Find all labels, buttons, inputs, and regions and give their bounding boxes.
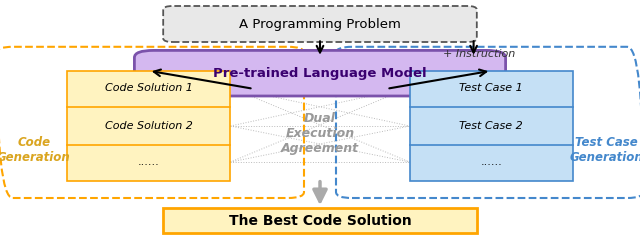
FancyBboxPatch shape xyxy=(410,71,573,181)
FancyBboxPatch shape xyxy=(163,6,477,42)
Text: Pre-trained Language Model: Pre-trained Language Model xyxy=(213,67,427,80)
Text: + Instruction: + Instruction xyxy=(443,49,515,59)
Text: Test Case 2: Test Case 2 xyxy=(460,121,523,131)
Text: ......: ...... xyxy=(481,157,502,167)
Text: The Best Code Solution: The Best Code Solution xyxy=(228,214,412,228)
Text: Test Case
Generation: Test Case Generation xyxy=(569,136,640,164)
Text: Code
Generation: Code Generation xyxy=(0,136,71,164)
Text: Code Solution 1: Code Solution 1 xyxy=(105,83,193,93)
Text: ......: ...... xyxy=(138,157,159,167)
Text: A Programming Problem: A Programming Problem xyxy=(239,18,401,30)
FancyBboxPatch shape xyxy=(163,208,477,233)
Text: Test Case 1: Test Case 1 xyxy=(460,83,523,93)
Text: Dual
Execution
Agreement: Dual Execution Agreement xyxy=(281,112,359,155)
FancyBboxPatch shape xyxy=(67,71,230,181)
FancyBboxPatch shape xyxy=(134,50,506,96)
Text: Code Solution 2: Code Solution 2 xyxy=(105,121,193,131)
